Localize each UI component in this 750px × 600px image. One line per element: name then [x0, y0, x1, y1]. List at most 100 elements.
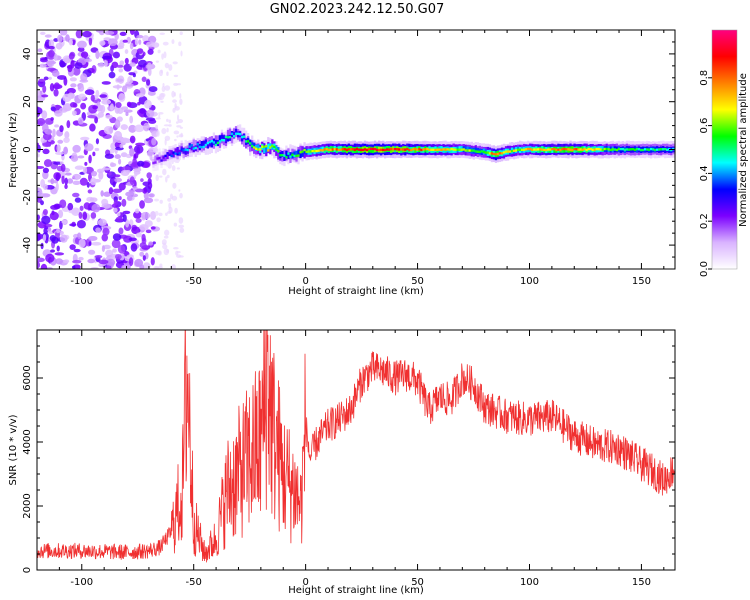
- heatmap-noise-blob: [99, 40, 106, 46]
- heatmap-sparse-blob: [166, 118, 169, 123]
- heatmap-ridge-mid: [210, 141, 214, 148]
- heatmap-ridge-core: [386, 148, 389, 151]
- heatmap-noise-blob: [42, 183, 48, 191]
- heatmap-ridge-mid: [168, 149, 171, 156]
- heatmap-noise-blob: [87, 115, 97, 119]
- heatmap-panel: -100 -50 0 50 100 150 -40 -20 0 20 40 Height of st…: [8, 29, 676, 297]
- heatmap-ridge-mid: [158, 156, 161, 163]
- heatmap-noise-blob: [137, 101, 141, 106]
- heatmap-noise-blob: [142, 187, 148, 194]
- heatmap-noise-blob: [43, 76, 49, 81]
- snr-frame: [36, 329, 676, 571]
- heatmap-ridge-core: [404, 148, 407, 151]
- heatmap-sparse-blob: [158, 113, 161, 119]
- heatmap-ridge-core: [246, 140, 250, 143]
- heatmap-ridge-core: [559, 148, 562, 152]
- heatmap-ridge-mid: [174, 148, 177, 155]
- heatmap-noise-blob: [125, 219, 130, 228]
- heatmap-ridge-core: [351, 148, 355, 151]
- heatmap-ridge-outer: [164, 149, 167, 160]
- heatmap-noise-blob: [145, 79, 151, 86]
- snr-y-tick-label: 4000: [22, 429, 33, 454]
- heatmap-noise-blob: [42, 167, 50, 174]
- heatmap-sparse-blob: [156, 130, 160, 137]
- heatmap-ridge-core: [174, 152, 177, 155]
- heatmap-noise-blob: [90, 212, 97, 219]
- heatmap-ridge-core: [605, 147, 608, 151]
- heatmap-noise-blob: [98, 171, 104, 180]
- heatmap-noise-blob: [37, 144, 41, 153]
- heatmap-noise-blob: [95, 227, 101, 233]
- heatmap-ridge-core: [462, 148, 465, 151]
- heatmap-noise-blob: [147, 48, 154, 55]
- heatmap-sparse-blob: [173, 82, 179, 86]
- heatmap-ridge-mid: [200, 141, 203, 147]
- heatmap-ridge-core: [484, 151, 488, 154]
- heatmap-sparse-blob: [176, 254, 182, 258]
- heatmap-noise-blob: [40, 263, 48, 269]
- heatmap-ridge-core: [359, 148, 363, 152]
- heatmap-noise-blob: [70, 101, 77, 108]
- heatmap-ridge-core: [611, 148, 614, 151]
- heatmap-noise-blob: [116, 64, 124, 68]
- heatmap-ridge-mid: [154, 155, 157, 162]
- heatmap-ridge-core: [355, 147, 359, 151]
- heatmap-ridge-core: [662, 148, 665, 151]
- heatmap-ridge-core: [523, 148, 526, 152]
- heatmap-ridge-core: [192, 147, 195, 150]
- heatmap-noise-blob: [135, 142, 146, 146]
- heatmap-noise-blob: [55, 151, 65, 155]
- heatmap-ridge-core: [655, 148, 659, 151]
- heatmap-sparse-blob: [155, 174, 159, 182]
- heatmap-ridge-core: [583, 147, 586, 151]
- heatmap-noise-blob: [133, 144, 144, 154]
- heatmap-noise-blob: [133, 210, 142, 219]
- figure-title: GN02.2023.242.12.50.G07: [269, 2, 445, 17]
- heatmap-noise-blob: [48, 39, 55, 48]
- heatmap-noise-blob: [64, 177, 68, 186]
- heatmap-sparse-blob: [179, 192, 183, 199]
- heatmap-noise-blob: [39, 63, 47, 68]
- heatmap-noise-blob: [121, 137, 129, 143]
- heatmap-noise-blob: [57, 209, 64, 219]
- heatmap-noise-blob: [88, 235, 98, 241]
- heatmap-noise-blob: [52, 70, 60, 77]
- heatmap-noise-blob: [95, 50, 100, 60]
- heatmap-noise-blob: [141, 76, 147, 83]
- heatmap-noise-blob: [123, 235, 133, 243]
- heatmap-sparse-blob: [155, 117, 161, 120]
- heatmap-ridge-core: [470, 149, 473, 152]
- heatmap-ridge-core: [434, 148, 437, 152]
- heatmap-noise-blob: [37, 191, 44, 198]
- heatmap-ridge-core: [281, 154, 284, 157]
- heatmap-sparse-blob: [173, 130, 180, 135]
- heatmap-ridge-core: [593, 148, 596, 151]
- heatmap-ridge-core: [643, 148, 647, 151]
- snr-x-tick-label: 100: [520, 577, 539, 588]
- heatmap-ridge-core: [444, 148, 447, 151]
- heatmap-noise-blob: [94, 147, 100, 152]
- heatmap-noise-blob: [63, 146, 69, 155]
- snr-x-tick-label: -50: [186, 577, 202, 588]
- heatmap-noise-blob: [50, 204, 60, 210]
- heatmap-sparse-blob: [178, 224, 185, 228]
- heatmap-noise-blob: [80, 51, 89, 59]
- heatmap-noise-blob: [118, 68, 124, 73]
- heatmap-ridge-core: [321, 149, 324, 152]
- heatmap-sparse-blob: [156, 96, 162, 99]
- heatmap-ridge-core: [293, 154, 296, 158]
- heatmap-noise-blob: [50, 178, 55, 185]
- snr-x-tick-label: 0: [302, 577, 308, 588]
- heatmap-ridge-core: [561, 147, 564, 151]
- heatmap-noise-blob: [130, 243, 138, 252]
- heatmap-noise-blob: [40, 200, 44, 206]
- heatmap-sparse-blob: [159, 199, 163, 204]
- heatmap-noise-blob: [109, 103, 114, 111]
- heatmap-ridge-core: [361, 148, 365, 152]
- heatmap-ridge-core: [218, 140, 222, 143]
- heatmap-ridge-core: [329, 148, 332, 152]
- heatmap-sparse-blob: [174, 106, 180, 111]
- heatmap-ridge-mid: [240, 135, 244, 142]
- heatmap-ridge-core: [172, 151, 175, 154]
- heatmap-noise-blob: [80, 136, 90, 141]
